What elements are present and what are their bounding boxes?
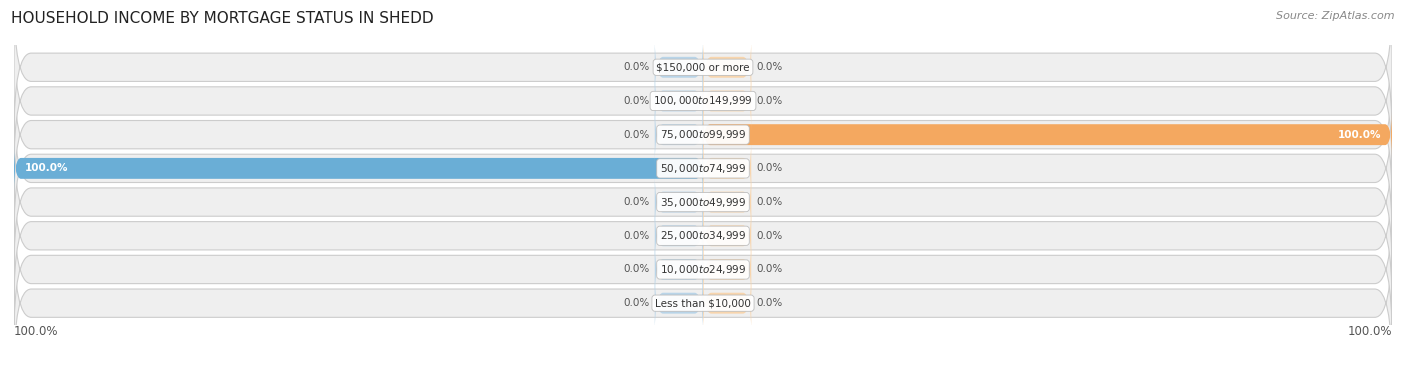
Legend: Without Mortgage, With Mortgage: Without Mortgage, With Mortgage: [572, 375, 834, 378]
Text: $100,000 to $149,999: $100,000 to $149,999: [654, 94, 752, 107]
Text: 100.0%: 100.0%: [1347, 325, 1392, 338]
FancyBboxPatch shape: [703, 206, 751, 266]
Text: 0.0%: 0.0%: [756, 298, 783, 308]
FancyBboxPatch shape: [655, 37, 703, 97]
Text: HOUSEHOLD INCOME BY MORTGAGE STATUS IN SHEDD: HOUSEHOLD INCOME BY MORTGAGE STATUS IN S…: [11, 11, 434, 26]
Text: 0.0%: 0.0%: [623, 62, 650, 72]
Text: 0.0%: 0.0%: [756, 163, 783, 174]
Text: 100.0%: 100.0%: [24, 163, 67, 174]
Text: $35,000 to $49,999: $35,000 to $49,999: [659, 195, 747, 209]
FancyBboxPatch shape: [14, 65, 1392, 205]
Text: $25,000 to $34,999: $25,000 to $34,999: [659, 229, 747, 242]
Text: 0.0%: 0.0%: [623, 96, 650, 106]
FancyBboxPatch shape: [14, 98, 1392, 239]
FancyBboxPatch shape: [703, 37, 751, 97]
FancyBboxPatch shape: [655, 273, 703, 333]
Text: $10,000 to $24,999: $10,000 to $24,999: [659, 263, 747, 276]
FancyBboxPatch shape: [655, 240, 703, 299]
FancyBboxPatch shape: [14, 166, 1392, 306]
FancyBboxPatch shape: [703, 172, 751, 232]
Text: 0.0%: 0.0%: [756, 231, 783, 241]
Text: 100.0%: 100.0%: [1339, 130, 1382, 139]
FancyBboxPatch shape: [655, 206, 703, 266]
FancyBboxPatch shape: [14, 199, 1392, 339]
Text: 0.0%: 0.0%: [756, 265, 783, 274]
FancyBboxPatch shape: [14, 233, 1392, 373]
FancyBboxPatch shape: [655, 71, 703, 131]
FancyBboxPatch shape: [703, 138, 751, 198]
FancyBboxPatch shape: [703, 240, 751, 299]
Text: 0.0%: 0.0%: [623, 298, 650, 308]
FancyBboxPatch shape: [14, 132, 1392, 272]
Text: 0.0%: 0.0%: [623, 197, 650, 207]
Text: 100.0%: 100.0%: [14, 325, 59, 338]
FancyBboxPatch shape: [14, 31, 1392, 171]
FancyBboxPatch shape: [14, 145, 703, 192]
FancyBboxPatch shape: [655, 105, 703, 165]
Text: 0.0%: 0.0%: [756, 96, 783, 106]
Text: Less than $10,000: Less than $10,000: [655, 298, 751, 308]
Text: Source: ZipAtlas.com: Source: ZipAtlas.com: [1277, 11, 1395, 21]
Text: $75,000 to $99,999: $75,000 to $99,999: [659, 128, 747, 141]
FancyBboxPatch shape: [655, 172, 703, 232]
Text: 0.0%: 0.0%: [623, 265, 650, 274]
Text: 0.0%: 0.0%: [756, 62, 783, 72]
Text: $50,000 to $74,999: $50,000 to $74,999: [659, 162, 747, 175]
FancyBboxPatch shape: [14, 0, 1392, 137]
Text: $150,000 or more: $150,000 or more: [657, 62, 749, 72]
Text: 0.0%: 0.0%: [756, 197, 783, 207]
FancyBboxPatch shape: [703, 112, 1392, 158]
Text: 0.0%: 0.0%: [623, 231, 650, 241]
Text: 0.0%: 0.0%: [623, 130, 650, 139]
FancyBboxPatch shape: [703, 71, 751, 131]
FancyBboxPatch shape: [703, 273, 751, 333]
